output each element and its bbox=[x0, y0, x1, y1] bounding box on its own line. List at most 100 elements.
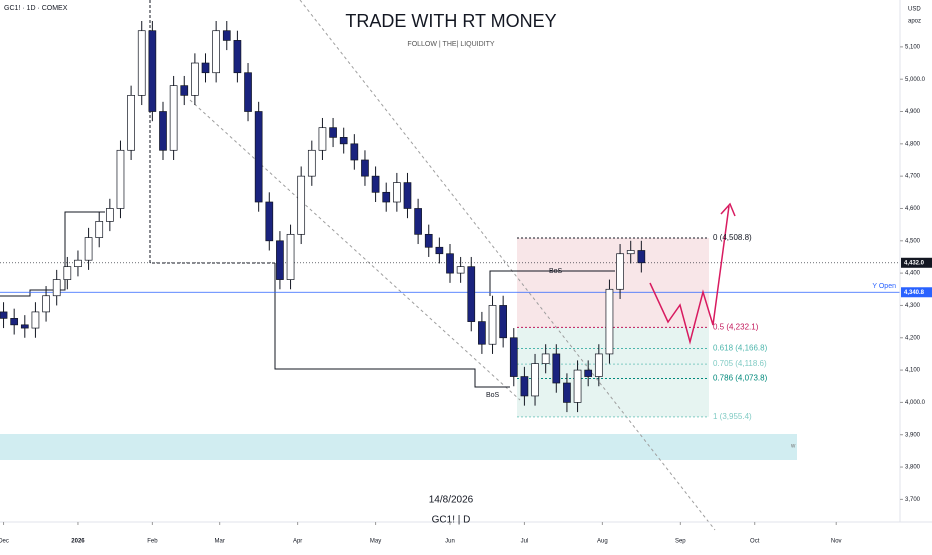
structure-line bbox=[0, 211, 105, 297]
price-tag bbox=[901, 257, 932, 268]
candle-body bbox=[169, 85, 178, 151]
candle-body bbox=[382, 191, 391, 203]
price-line-name: Y Open bbox=[872, 283, 896, 290]
candle-body bbox=[318, 127, 327, 151]
y-tick-label: 3,900 bbox=[905, 432, 921, 438]
price-tag-label: 4,432.0 bbox=[904, 260, 925, 266]
zone-label: w bbox=[790, 444, 796, 450]
candle-body bbox=[180, 85, 189, 96]
candle-body bbox=[424, 233, 433, 248]
candle-body bbox=[10, 318, 19, 326]
candle-body bbox=[297, 175, 306, 235]
candle-body bbox=[605, 288, 614, 355]
candle-body bbox=[350, 143, 359, 161]
candle-body bbox=[616, 253, 624, 290]
candle-body bbox=[531, 363, 539, 397]
fib-label: 0 (4,508.8) bbox=[713, 233, 752, 242]
candle-body bbox=[467, 266, 476, 322]
candle-body bbox=[552, 353, 561, 384]
candle-body bbox=[499, 305, 507, 339]
candles bbox=[0, 21, 646, 413]
candle-body bbox=[74, 259, 82, 268]
y-tick-label: 4,900 bbox=[905, 109, 921, 115]
candle-body bbox=[276, 240, 284, 280]
x-tick-label: Nov bbox=[831, 539, 842, 545]
candle-body bbox=[563, 382, 571, 403]
x-tick-label: Jun bbox=[445, 539, 455, 545]
trend-line bbox=[299, 0, 716, 531]
y-tick-label: 3,800 bbox=[905, 465, 921, 471]
candle-body bbox=[509, 337, 518, 377]
candle-body bbox=[403, 182, 412, 209]
candle-body bbox=[31, 311, 40, 329]
candle-body bbox=[286, 233, 295, 280]
y-tick-label: 4,600 bbox=[905, 206, 921, 212]
candle-body bbox=[339, 137, 348, 145]
y-tick-label: 4,000.0 bbox=[905, 400, 926, 406]
candle-body bbox=[212, 30, 220, 74]
x-tick-label: Dec bbox=[0, 539, 9, 545]
candle-body bbox=[254, 111, 263, 203]
candle-body bbox=[20, 324, 29, 329]
candle-body bbox=[42, 295, 50, 313]
candle-body bbox=[414, 208, 422, 235]
y-tick-label: 4,100 bbox=[905, 368, 921, 374]
x-tick-label: Jul bbox=[521, 539, 529, 545]
x-tick-label: Oct bbox=[750, 539, 760, 545]
x-tick-label: Aug bbox=[597, 539, 608, 545]
candle-body bbox=[594, 353, 603, 377]
x-tick-label: Apr bbox=[293, 539, 302, 545]
candle-body bbox=[488, 305, 497, 345]
candle-body bbox=[148, 30, 157, 112]
candle-body bbox=[329, 127, 337, 138]
x-tick-label: 2026 bbox=[71, 539, 85, 545]
candle-body bbox=[105, 208, 114, 222]
candle-body bbox=[435, 246, 444, 255]
y-tick-label: 4,300 bbox=[905, 303, 921, 309]
candle-body bbox=[95, 221, 104, 238]
candle-body bbox=[520, 376, 529, 397]
candle-body bbox=[446, 253, 454, 274]
subtitle: FOLLOW | THE| LIQUIDITY bbox=[407, 41, 494, 48]
footer-symbol: GC1! | D bbox=[432, 515, 471, 526]
candle-body bbox=[159, 111, 167, 151]
y-tick-label: 5,100 bbox=[905, 44, 921, 50]
candle-body bbox=[573, 369, 582, 403]
candle-body bbox=[63, 266, 72, 280]
candle-body bbox=[84, 237, 93, 261]
projection-path bbox=[649, 202, 736, 345]
y-tick-label: 3,700 bbox=[905, 497, 921, 503]
structure-line bbox=[274, 263, 510, 388]
candle-body bbox=[265, 201, 274, 242]
symbol: GC1! · 1D · COMEX bbox=[4, 5, 68, 12]
trend-line bbox=[189, 99, 521, 401]
fib-label: 1 (3,955.4) bbox=[713, 412, 752, 421]
candle-body bbox=[393, 182, 401, 203]
y-tick-label: 4,800 bbox=[905, 141, 921, 147]
x-tick-label: Mar bbox=[215, 539, 225, 545]
x-tick-label: May bbox=[370, 539, 381, 545]
candle-body bbox=[222, 30, 231, 41]
candle-body bbox=[127, 94, 135, 151]
currency: USD bbox=[908, 7, 921, 13]
price-tag-label: 4,340.8 bbox=[904, 290, 925, 296]
candle-body bbox=[456, 266, 465, 274]
bos-line bbox=[489, 270, 615, 296]
candle-body bbox=[541, 353, 550, 364]
candle-body bbox=[116, 149, 125, 209]
title: TRADE WITH RT MONEY bbox=[345, 11, 556, 31]
x-tick-label: Feb bbox=[147, 539, 158, 545]
y-tick-label: 4,500 bbox=[905, 238, 921, 244]
demand-zone bbox=[0, 434, 797, 460]
fib-label: 0.705 (4,118.6) bbox=[713, 359, 767, 368]
diagonals bbox=[189, 0, 716, 531]
candle-body bbox=[137, 30, 146, 96]
date-label: 14/8/2026 bbox=[429, 495, 474, 506]
bos-label: BoS bbox=[549, 268, 563, 275]
candle-body bbox=[0, 311, 8, 319]
candle-body bbox=[637, 250, 646, 264]
candle-body bbox=[307, 149, 316, 177]
candle-body bbox=[584, 369, 593, 377]
candle-body bbox=[233, 40, 242, 74]
